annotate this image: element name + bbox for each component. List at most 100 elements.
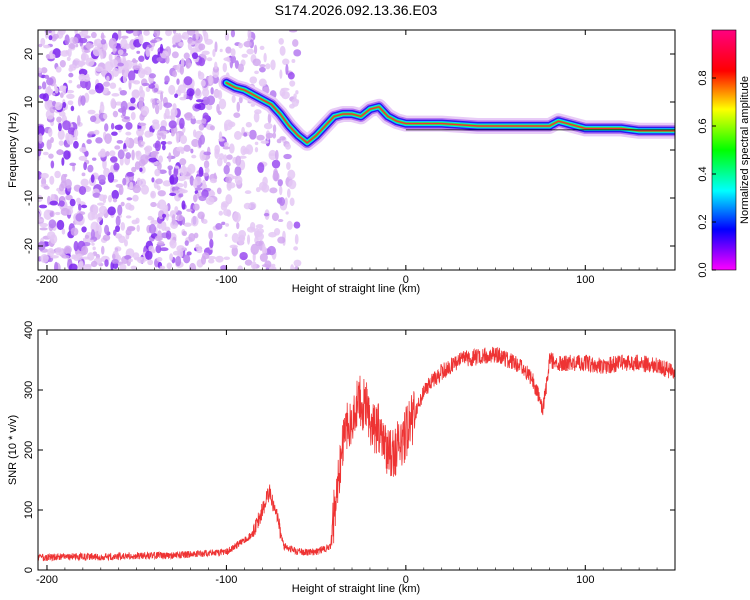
noise-blob [210,87,214,95]
noise-blob [154,168,161,177]
noise-blob [226,154,233,160]
noise-blob [69,162,77,166]
noise-blob [198,166,204,178]
noise-blob [78,185,87,195]
noise-blob [209,238,214,249]
noise-blob [193,232,199,239]
noise-blob [198,123,205,131]
noise-blob [138,33,144,45]
noise-blob [249,76,258,84]
noise-blob [284,143,291,150]
noise-blob [98,212,104,218]
signal-band [225,82,675,144]
noise-blob [245,144,254,155]
noise-blob [87,164,94,173]
noise-blob [59,60,66,68]
noise-blob [278,38,284,45]
noise-blob [159,43,164,54]
noise-blob [132,184,142,194]
noise-blob [263,212,270,217]
noise-blob [223,164,230,175]
noise-blob [118,185,124,195]
noise-blob [238,96,243,104]
noise-blob [276,138,282,144]
noise-blob [168,120,177,129]
noise-blob [256,134,265,141]
noise-blob [158,155,164,164]
noise-blob [161,144,166,151]
noise-blob [94,82,104,94]
y-tick-label: -10 [23,190,35,206]
noise-blob [78,155,88,161]
noise-blob [180,147,185,155]
spectrogram-signal-track [218,74,675,151]
colorbar-gradient [712,30,736,270]
noise-blob [114,246,122,252]
noise-blob [176,78,180,85]
noise-blob [87,109,96,115]
noise-blob [243,41,252,48]
noise-blob [218,210,224,216]
noise-blob [216,157,223,167]
noise-blob [252,58,261,67]
colorbar-frame [711,29,737,271]
noise-blob [148,131,154,137]
noise-blob [286,188,291,198]
noise-blob [132,65,141,71]
noise-blob [173,190,180,194]
noise-blob [174,93,179,99]
noise-blob [38,67,42,74]
noise-blob [250,243,260,255]
noise-blob [284,197,288,207]
noise-blob [279,69,283,79]
noise-blob [277,179,283,187]
noise-blob [148,157,158,163]
noise-blob [281,91,290,100]
noise-blob [90,239,94,243]
noise-blob [104,123,109,132]
noise-blob [130,97,136,104]
noise-blob [286,220,293,230]
noise-blob [260,140,270,144]
noise-blob [118,87,122,92]
noise-blob [48,35,53,41]
noise-blob [38,85,42,90]
noise-blob [73,240,79,252]
noise-blob [197,71,205,80]
noise-blob [172,44,177,48]
noise-blob [207,255,217,260]
noise-blob [92,246,96,251]
noise-blob [119,263,127,270]
noise-blob [120,35,129,39]
noise-blob [77,261,84,270]
noise-blob [160,140,167,145]
noise-blob [87,211,95,221]
noise-blob [235,155,242,167]
noise-blob [150,219,159,225]
noise-blob [57,123,62,132]
noise-blob [117,204,123,216]
x-tick-label: -200 [36,574,58,586]
noise-blob [172,70,178,78]
noise-blob [46,77,54,86]
noise-blob [186,251,192,256]
noise-blob [205,196,215,205]
noise-blob [259,66,266,73]
noise-blob [170,107,178,117]
noise-blob [191,115,195,120]
noise-blob [277,236,286,244]
noise-blob [75,213,84,222]
noise-blob [78,60,84,68]
noise-blob [59,92,64,98]
noise-blob [201,172,209,177]
noise-blob [193,194,198,203]
noise-blob [208,230,213,240]
spectrogram-y-label: Frequency (Hz) [7,112,19,188]
noise-blob [43,44,51,49]
noise-blob [60,207,70,216]
noise-blob [174,206,179,213]
y-tick-label: 20 [23,48,35,60]
noise-blob [183,144,191,152]
noise-blob [234,175,243,185]
noise-blob [109,150,116,157]
